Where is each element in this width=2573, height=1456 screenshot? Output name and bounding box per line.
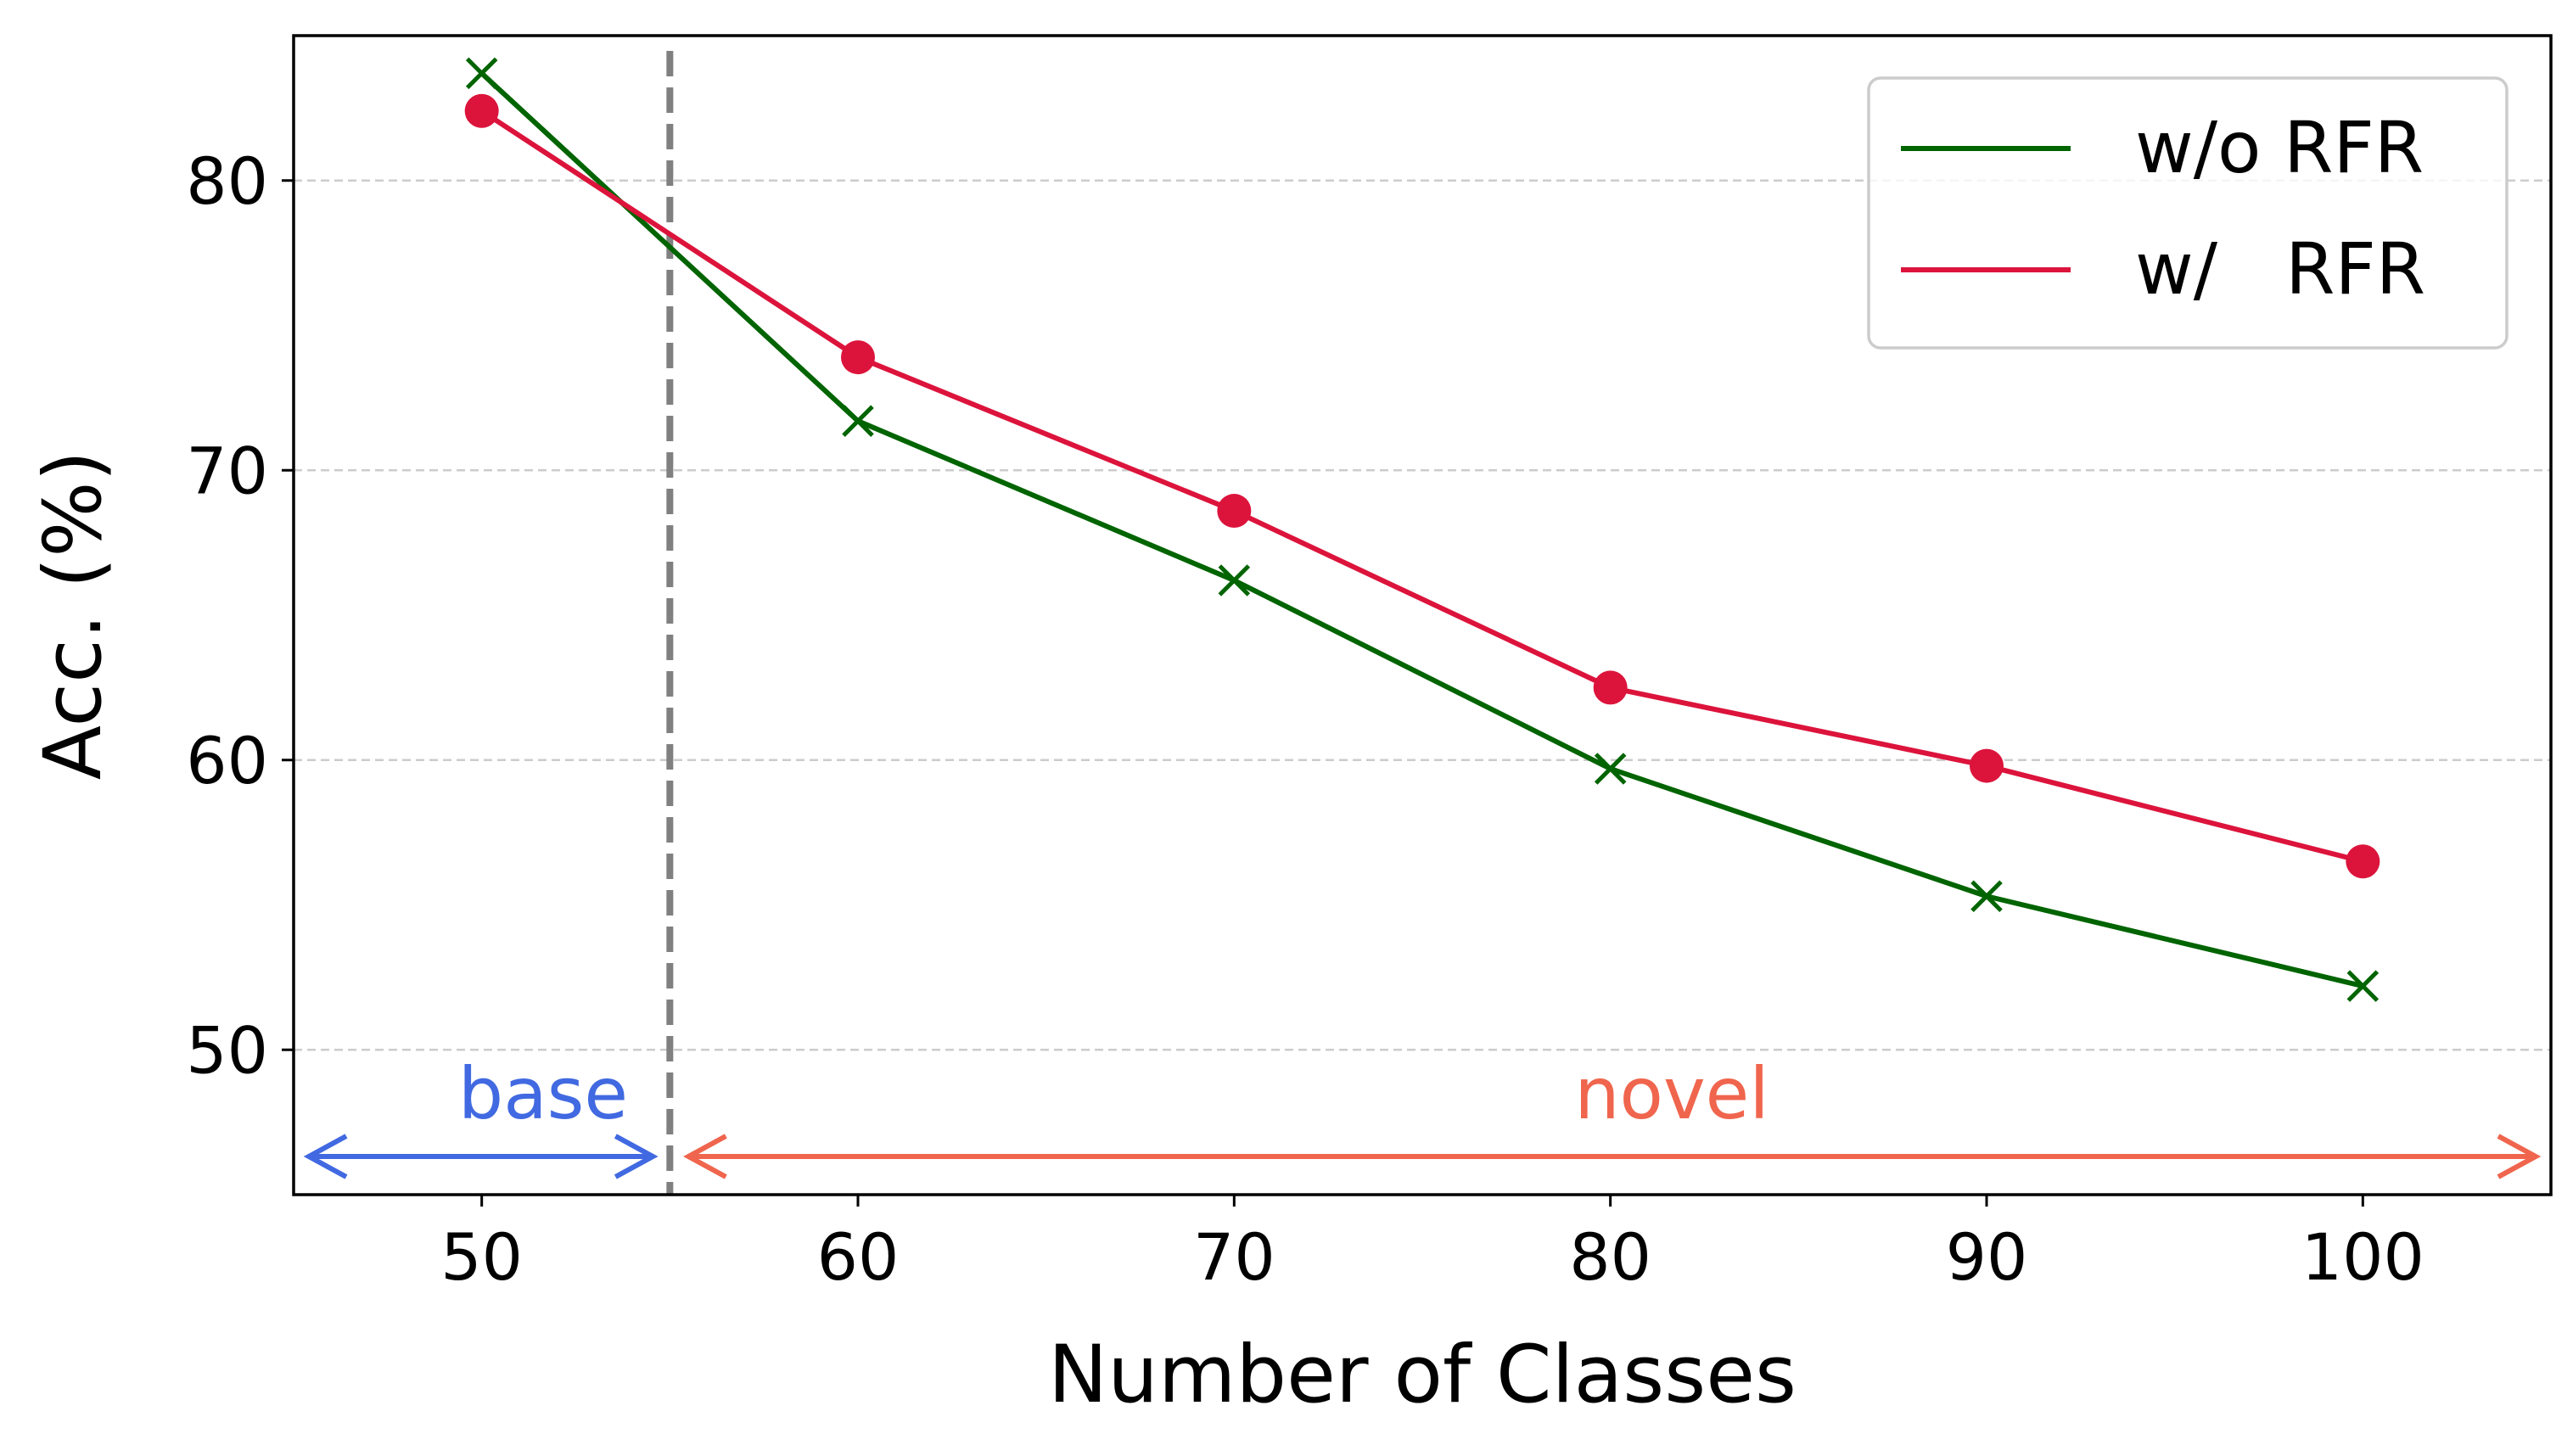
y-tick-label: 80 [186, 143, 268, 219]
base-arrow [303, 1134, 659, 1179]
y-tick-label: 50 [186, 1012, 268, 1088]
data-point [842, 405, 874, 437]
series-w-rfr [464, 93, 2380, 879]
data-point [465, 57, 498, 90]
data-point [1593, 670, 1628, 705]
x-tick-label: 70 [1193, 1219, 1275, 1295]
axis-ticks: 50 60 70 80 50 60 70 80 90 100 [186, 143, 2424, 1295]
data-point [2346, 970, 2380, 1002]
y-tick-label: 60 [186, 723, 268, 798]
series-wo-rfr [465, 57, 2380, 1002]
y-axis-label: Acc. (%) [27, 451, 120, 780]
data-point [1970, 880, 2003, 913]
x-tick-label: 50 [440, 1219, 523, 1295]
y-tick-label: 70 [186, 433, 268, 508]
data-point [1217, 494, 1252, 529]
data-point [1218, 564, 1251, 596]
annotations [303, 51, 2542, 1195]
series-line [479, 71, 2364, 989]
series [464, 57, 2380, 1002]
series-line [480, 109, 2364, 865]
plot-frame [292, 34, 2553, 1196]
x-tick-label: 80 [1569, 1219, 1651, 1295]
legend-label-w-rfr: w/ RFR [2135, 227, 2425, 311]
x-tick-label: 60 [817, 1219, 900, 1295]
data-point [1970, 748, 2004, 783]
data-point-stroke [842, 405, 874, 437]
data-point [841, 340, 875, 375]
legend: w/o RFR w/ RFR [1867, 76, 2509, 350]
base-region-label: base [458, 1052, 628, 1135]
data-point-stroke [465, 57, 498, 90]
x-tick-label: 100 [2301, 1219, 2424, 1295]
novel-arrow-head-right [2497, 1134, 2542, 1179]
data-point-stroke [1970, 880, 2003, 913]
novel-region-label: novel [1574, 1052, 1769, 1135]
data-point-stroke [1594, 753, 1627, 785]
data-point-stroke [1218, 564, 1251, 596]
data-point [1594, 753, 1627, 785]
data-point-stroke [2346, 970, 2380, 1002]
novel-arrow [683, 1134, 2542, 1179]
x-tick-label: 90 [1946, 1219, 2028, 1295]
legend-label-wo-rfr: w/o RFR [2135, 106, 2424, 189]
data-point [2346, 844, 2380, 879]
novel-arrow-head-left [683, 1134, 727, 1179]
legend-box [1867, 76, 2509, 350]
data-point [464, 93, 499, 128]
base-arrow-head-left [303, 1134, 348, 1179]
base-arrow-head-right [614, 1134, 659, 1179]
x-axis-label: Number of Classes [1048, 1329, 1797, 1421]
